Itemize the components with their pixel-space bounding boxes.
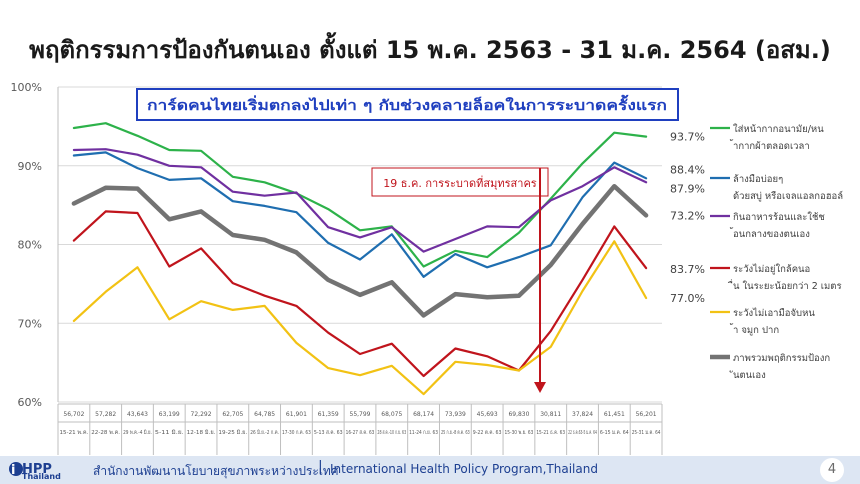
y-tick-label: 60% — [18, 396, 42, 409]
x-tick-label: 22-28 พ.ค. — [91, 430, 120, 436]
x-tick-label: 17-30 ก.ค. 63 — [282, 430, 311, 436]
y-tick-label: 80% — [18, 239, 42, 252]
end-value-label: 87.9% — [670, 182, 705, 195]
org-name-english: International Health Policy Program,Thai… — [330, 462, 598, 476]
sample-size-label: 68,075 — [381, 411, 402, 418]
x-tick-label: 15-30 พ.ย. 63 — [505, 430, 534, 436]
event-box — [371, 167, 549, 197]
x-tick-label: 15-21 พ.ค. — [60, 430, 89, 436]
x-tick-label: 5-13 ส.ค. 63 — [314, 429, 343, 436]
legend-label: ภาพรวมพฤติกรรมป้องกันตนเอง — [729, 353, 830, 381]
logo-initial: i — [11, 463, 15, 478]
sample-size-label: 64,785 — [254, 411, 275, 418]
sample-size-label: 37,824 — [572, 411, 593, 418]
sample-size-label: 68,174 — [413, 411, 434, 418]
sample-size-label: 57,282 — [95, 411, 116, 418]
headline-box — [136, 88, 679, 121]
page-number: 4 — [820, 458, 844, 482]
event-arrow-head — [534, 382, 546, 393]
x-tick-label: 5-11 มิ.ย. — [155, 429, 184, 436]
x-tick-label: 22 ธ.ค.63-5 ม.ค. 64 — [568, 429, 597, 436]
page-title: พฤติกรรมการป้องกันตนเอง ตั้งแต่ 15 พ.ค. … — [29, 36, 831, 64]
sample-size-label: 63,199 — [159, 411, 180, 418]
legend-label: ใส่หน้ากากอนามัย/หน้ากากผ้าตลอดเวลา — [729, 123, 824, 152]
legend-label: กินอาหารร้อนและใช้ช้อนกลางของตนเอง — [729, 211, 825, 240]
sample-size-label: 61,451 — [604, 411, 625, 418]
headline-text: การ์ดคนไทยเริ่มตกลงไปเท่า ๆ กับช่วงคลายล… — [147, 94, 667, 114]
logo-subtext: Thailand — [22, 472, 61, 481]
end-value-label: 73.2% — [670, 209, 705, 222]
y-tick-label: 100% — [11, 81, 42, 94]
sample-size-label: 56,201 — [636, 411, 657, 418]
sample-size-label: 73,939 — [445, 411, 466, 418]
series-line — [72, 148, 648, 253]
logo-text: HPP — [22, 462, 52, 477]
sample-size-label: 30,811 — [540, 411, 561, 418]
y-tick-label: 90% — [18, 160, 42, 173]
y-tick-label: 70% — [18, 317, 42, 330]
sample-size-label: 55,799 — [350, 411, 371, 418]
x-tick-label: 25-31 ม.ค. 64 — [632, 430, 661, 436]
footer-bar: i HPP Thailand สำนักงานพัฒนานโยบายสุขภาพ… — [0, 456, 860, 484]
org-name-thai: สำนักงานพัฒนานโยบายสุขภาพระหว่างประเทศ — [93, 464, 339, 478]
x-tick-label: 11-24 ก.ย. 63 — [409, 430, 438, 436]
end-value-label: 83.7% — [670, 263, 705, 276]
sample-size-label: 45,693 — [477, 411, 498, 418]
x-tick-label: 28 ส.ค.-10 ก.ย. 63 — [377, 429, 406, 436]
legend-label: ล้างมือบ่อยๆด้วยสบู่ หรือเจลแอลกอฮอล์ — [733, 174, 843, 202]
x-tick-label: 19-25 มิ.ย. — [218, 429, 247, 436]
series-line — [72, 151, 648, 278]
event-text: 19 ธ.ค. การระบาดที่สมุทรสาคร — [383, 175, 537, 190]
end-value-label: 93.7% — [670, 131, 705, 144]
x-tick-label: 6-15 ม.ค. 64 — [600, 430, 629, 436]
sample-size-label: 43,643 — [127, 411, 148, 418]
sample-size-label: 69,830 — [508, 411, 529, 418]
sample-size-label: 61,901 — [286, 411, 307, 418]
ihpp-logo: i HPP — [9, 462, 52, 478]
x-tick-label: 29 พ.ค.-4 มิ.ย. — [123, 429, 152, 436]
legend-label: ระวังไม่เอามือจับหน้า จมูก ปาก — [729, 307, 815, 336]
x-tick-label: 25 ก.ย.-8 ต.ค. 63 — [441, 430, 470, 436]
footer-separator: | — [318, 459, 323, 475]
x-tick-label: 12-18 มิ.ย. — [187, 429, 216, 436]
sample-size-label: 72,292 — [191, 411, 212, 418]
x-tick-label: 15-21 ธ.ค. 63 — [536, 429, 565, 436]
x-tick-label: 16-27 ส.ค. 63 — [346, 429, 375, 436]
x-tick-label: 26 มิ.ย.-2 ก.ค. — [250, 429, 279, 436]
end-value-label: 88.4% — [670, 163, 705, 176]
sample-size-label: 62,705 — [222, 411, 243, 418]
legend-label: ระวังไม่อยู่ใกล้คนอื่น ในระยะน้อยกว่า 2 … — [727, 263, 842, 292]
sample-size-label: 61,359 — [318, 411, 339, 418]
end-value-label: 77.0% — [670, 292, 705, 305]
sample-size-label: 56,702 — [63, 411, 84, 418]
chart: 100% 90% 80% 70% 60% 56,702 57,282 43,643 63,199… — [11, 81, 843, 455]
x-tick-label: 9-22 ต.ค. 63 — [473, 430, 502, 436]
series-line — [72, 122, 648, 268]
